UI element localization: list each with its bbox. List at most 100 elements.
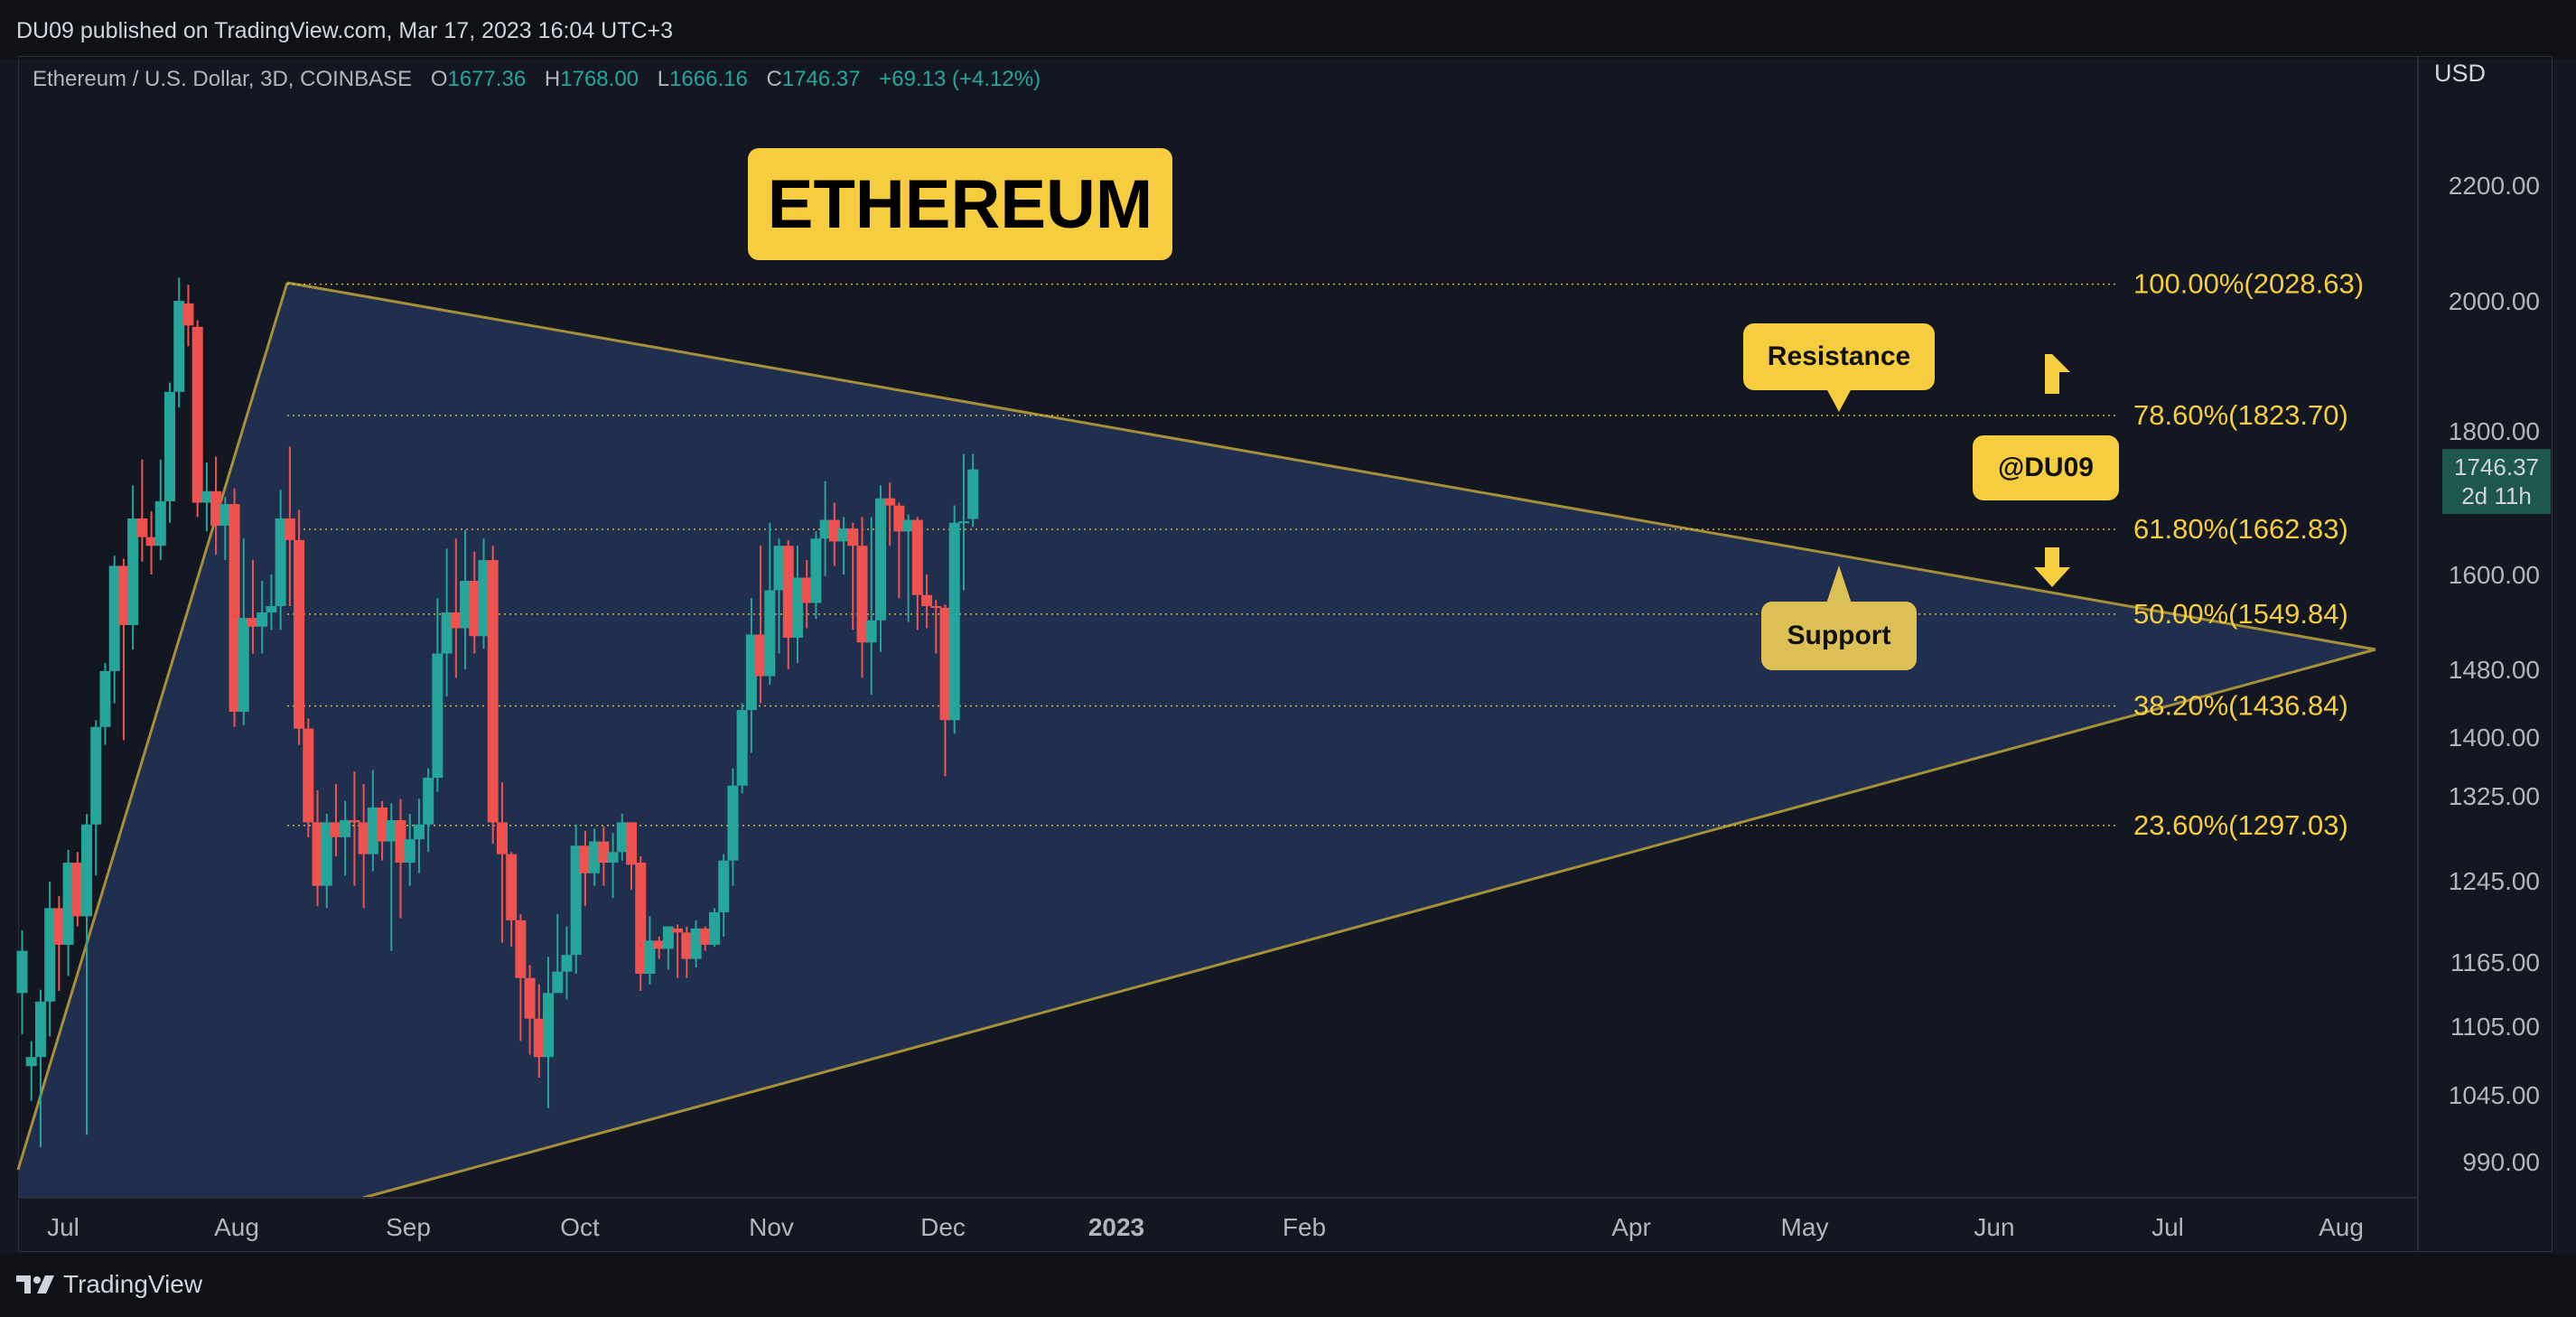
candle-body [589, 841, 601, 873]
fib-level-label: 100.00%(2028.63) [2133, 268, 2364, 300]
candle [423, 768, 434, 853]
candle-body [865, 620, 877, 643]
candle-body [543, 993, 555, 1058]
candle-body [395, 820, 406, 864]
candle-body [911, 519, 923, 595]
candle [727, 768, 739, 886]
price-tick-label: 990.00 [2462, 1148, 2540, 1176]
candle-body [635, 863, 647, 975]
candle [801, 560, 813, 629]
candle-body [810, 538, 822, 603]
candle [782, 539, 794, 669]
time-tick-label: Sep [386, 1213, 431, 1241]
candle-body [653, 940, 665, 949]
resistance-trendline [286, 281, 2376, 651]
price-tick-label: 1400.00 [2449, 724, 2540, 752]
candle-body [533, 1018, 545, 1058]
candle [589, 828, 601, 886]
resistance-annotation: Resistance [1743, 323, 1935, 390]
candle-body [53, 908, 65, 945]
candle-body [219, 504, 231, 526]
candle-body [90, 726, 102, 825]
candle [219, 497, 231, 561]
chart-frame [18, 56, 2553, 1252]
candle-body [191, 326, 203, 503]
candle-body [626, 822, 638, 865]
candle-body [247, 618, 258, 627]
time-tick-label: Oct [560, 1213, 600, 1241]
price-tick-label: 1600.00 [2449, 561, 2540, 589]
candlesticks [16, 277, 979, 1147]
candle [709, 908, 720, 948]
candle [718, 854, 730, 937]
candle-body [294, 539, 305, 729]
candle [764, 522, 776, 685]
brand-name: TradingView [63, 1270, 203, 1298]
candle [432, 598, 443, 792]
candle-body [127, 518, 139, 625]
candle [386, 803, 397, 951]
candle [921, 574, 933, 629]
candle [182, 285, 194, 347]
direction-arrows [1826, 354, 2070, 603]
candle [44, 882, 56, 1037]
tradingview-brand[interactable]: TradingView [16, 1270, 202, 1299]
candle [662, 926, 674, 970]
candle-body [515, 920, 527, 978]
candle [99, 663, 111, 745]
fib-level-label: 23.60%(1297.03) [2133, 809, 2348, 841]
down-arrow-icon [2034, 547, 2070, 587]
candle-body [108, 565, 120, 671]
low-value: 1666.16 [669, 67, 748, 91]
currency-label[interactable]: USD [2434, 60, 2487, 87]
up-arrow-icon [2045, 354, 2070, 394]
time-tick-label: Dec [920, 1213, 966, 1241]
candle [395, 799, 406, 919]
candle [16, 930, 28, 1034]
candle [552, 914, 564, 994]
candle-body [99, 670, 111, 727]
price-tick-label: 1325.00 [2449, 782, 2540, 810]
candle-body [145, 537, 157, 546]
candle-body [727, 785, 739, 861]
candle [164, 382, 176, 523]
tradingview-logo-icon [16, 1275, 54, 1294]
open-label: O [430, 67, 448, 91]
candle-body [828, 519, 840, 542]
candle-body [257, 612, 268, 627]
candle-body [948, 522, 960, 721]
support-annotation: Support [1761, 602, 1917, 670]
candle-body [210, 490, 222, 526]
symbol-legend: Ethereum / U.S. Dollar, 3D, COINBASE O16… [33, 67, 1041, 92]
candle [321, 813, 332, 909]
candle [626, 822, 638, 891]
candle [349, 771, 360, 886]
price-tick-label: 1045.00 [2449, 1081, 2540, 1109]
candle [478, 538, 490, 649]
change-value: +69.13 (+4.12%) [879, 67, 1041, 91]
candle [330, 784, 341, 856]
candle-body [229, 504, 240, 712]
candle [570, 824, 582, 975]
resistance-pointer [1826, 388, 1852, 412]
candle-body [450, 612, 462, 629]
open-value: 1677.36 [447, 67, 527, 91]
candle [561, 926, 573, 1000]
footer-bar [0, 1254, 2576, 1317]
impulse-trendline [16, 282, 289, 1171]
candle [460, 529, 471, 669]
candle-body [552, 971, 564, 994]
candle-body [672, 928, 684, 933]
candle-body [718, 860, 730, 912]
publisher-info: DU09 published on TradingView.com, Mar 1… [16, 18, 674, 43]
candle-body [561, 955, 573, 972]
candle [865, 517, 877, 696]
candle-body [284, 518, 295, 540]
candle-body [330, 822, 341, 837]
candle-body [349, 820, 360, 823]
time-tick-label: 2023 [1088, 1213, 1144, 1241]
candle-body [579, 845, 591, 873]
candle-body [62, 863, 74, 945]
candle-body [838, 528, 850, 542]
